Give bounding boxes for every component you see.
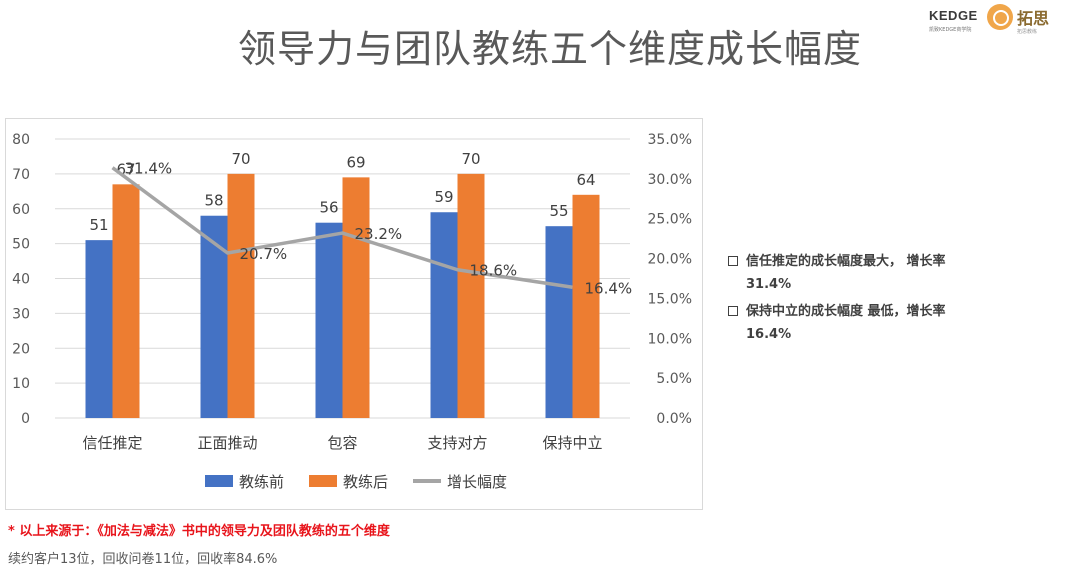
legend-swatch bbox=[309, 475, 337, 487]
y-left-tick-label: 10 bbox=[12, 376, 30, 392]
y-right-tick-label: 10.0% bbox=[648, 331, 692, 347]
y-left-tick-label: 0 bbox=[21, 411, 30, 427]
notes-panel: 信任推定的成长幅度最大， 增长率31.4% 保持中立的成长幅度 最低，增长率16… bbox=[728, 250, 988, 350]
y-left-tick-label: 40 bbox=[12, 272, 30, 288]
bar-data-label: 70 bbox=[461, 150, 480, 168]
chart-frame bbox=[5, 118, 703, 510]
y-right-tick-label: 30.0% bbox=[648, 172, 692, 188]
cn-logo-subtitle: 拓思教练 bbox=[1017, 29, 1038, 35]
line-data-label: 23.2% bbox=[355, 225, 403, 243]
line-data-label: 31.4% bbox=[125, 160, 173, 178]
bar bbox=[227, 173, 255, 418]
line-data-label: 20.7% bbox=[240, 245, 288, 263]
brand-mark-swirl-icon bbox=[993, 10, 1009, 26]
kedge-logo: KEDGE bbox=[929, 8, 978, 23]
bar-data-label: 55 bbox=[549, 202, 568, 220]
y-left-tick-label: 70 bbox=[12, 167, 30, 183]
bar-data-label: 70 bbox=[231, 150, 250, 168]
y-left-tick-label: 60 bbox=[12, 202, 30, 218]
note-item: 信任推定的成长幅度最大， 增长率31.4% bbox=[728, 250, 988, 296]
x-tick-label: 支持对方 bbox=[427, 434, 487, 452]
y-right-tick-label: 5.0% bbox=[656, 371, 692, 387]
bar bbox=[200, 215, 228, 418]
legend-label: 增长幅度 bbox=[447, 473, 507, 491]
bar-data-label: 51 bbox=[89, 216, 108, 234]
page-title: 领导力与团队教练五个维度成长幅度 bbox=[237, 27, 862, 71]
checkbox-bullet-icon bbox=[728, 256, 738, 266]
logo-group: KEDGE 凯致KEDGE商学院 拓思 拓思教练 bbox=[929, 4, 1064, 38]
source-note: * 以上来源于：《加法与减法》书中的领导力及团队教练的五个维度 bbox=[8, 524, 390, 539]
bar bbox=[572, 194, 600, 418]
y-left-tick-label: 30 bbox=[12, 306, 30, 322]
x-tick-label: 包容 bbox=[327, 434, 357, 452]
line-data-label: 16.4% bbox=[585, 279, 633, 297]
legend-label: 教练前 bbox=[239, 473, 284, 491]
y-left-tick-label: 50 bbox=[12, 237, 30, 253]
note-text: 保持中立的成长幅度 最低，增长率16.4% bbox=[746, 304, 946, 342]
note-text: 信任推定的成长幅度最大， 增长率31.4% bbox=[746, 254, 946, 292]
bar-data-label: 69 bbox=[346, 153, 365, 171]
x-tick-label: 正面推动 bbox=[197, 434, 257, 452]
bar-data-label: 58 bbox=[204, 192, 223, 210]
bar bbox=[457, 173, 485, 418]
cn-logo: 拓思 bbox=[1017, 9, 1050, 28]
x-tick-label: 信任推定 bbox=[82, 434, 142, 452]
bar bbox=[430, 212, 458, 418]
y-right-tick-label: 0.0% bbox=[656, 411, 692, 427]
kedge-logo-subtitle: 凯致KEDGE商学院 bbox=[929, 27, 972, 33]
y-left-tick-label: 20 bbox=[12, 341, 30, 357]
bar-data-label: 56 bbox=[319, 199, 338, 217]
bar bbox=[315, 222, 343, 418]
y-right-tick-label: 20.0% bbox=[648, 252, 692, 268]
x-tick-label: 保持中立 bbox=[542, 434, 602, 452]
growth-line bbox=[111, 166, 573, 289]
bar-data-label: 64 bbox=[576, 171, 595, 189]
bar bbox=[342, 177, 370, 418]
checkbox-bullet-icon bbox=[728, 306, 738, 316]
line-data-label: 18.6% bbox=[470, 262, 518, 280]
bar-data-label: 59 bbox=[434, 188, 453, 206]
legend-swatch bbox=[205, 475, 233, 487]
legend-label: 教练后 bbox=[343, 473, 388, 491]
y-right-tick-label: 35.0% bbox=[648, 132, 692, 148]
survey-stats: 续约客户13位，回收问卷11位，回收率84.6% bbox=[8, 552, 278, 567]
y-right-tick-label: 15.0% bbox=[648, 291, 692, 307]
bar bbox=[545, 226, 573, 418]
y-left-tick-label: 80 bbox=[12, 132, 30, 148]
bar bbox=[85, 240, 113, 418]
bar bbox=[112, 184, 140, 418]
note-item: 保持中立的成长幅度 最低，增长率16.4% bbox=[728, 300, 988, 346]
y-right-tick-label: 25.0% bbox=[648, 212, 692, 228]
